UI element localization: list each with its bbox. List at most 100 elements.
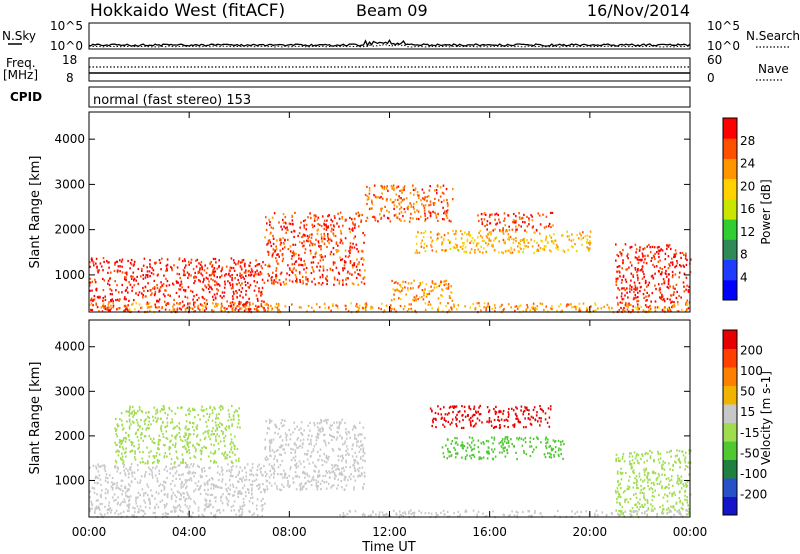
- scatter-cell: [116, 423, 119, 426]
- scatter-cell: [444, 413, 447, 416]
- scatter-cell: [672, 465, 675, 468]
- scatter-cell: [281, 425, 284, 428]
- scatter-cell: [504, 224, 506, 227]
- scatter-cell: [268, 481, 271, 484]
- scatter-cell: [232, 451, 234, 454]
- scatter-cell: [127, 410, 129, 413]
- scatter-cell: [275, 426, 278, 429]
- scatter-cell: [473, 424, 476, 427]
- scatter-cell: [330, 428, 332, 431]
- scatter-cell: [363, 258, 365, 261]
- scatter-cell: [255, 259, 257, 262]
- scatter-cell: [152, 476, 154, 479]
- scatter-cell: [103, 467, 106, 470]
- scatter-cell: [181, 440, 184, 443]
- scatter-cell: [423, 294, 425, 297]
- scatter-cell: [380, 216, 383, 219]
- scatter-cell: [263, 300, 265, 303]
- scatter-cell: [653, 483, 655, 486]
- scatter-cell: [235, 290, 237, 293]
- scatter-cell: [671, 257, 673, 260]
- scatter-cell: [363, 475, 366, 478]
- scatter-cell: [194, 456, 197, 459]
- scatter-cell: [179, 428, 181, 431]
- scatter-cell: [317, 484, 319, 488]
- scatter-cell: [150, 423, 152, 426]
- scatter-cell: [325, 444, 327, 447]
- scatter-cell: [343, 488, 346, 491]
- scatter-cell: [271, 282, 273, 285]
- scatter-cell: [440, 200, 443, 204]
- scatter-cell: [488, 417, 491, 420]
- scatter-cell: [433, 286, 436, 289]
- scatter-cell: [330, 239, 333, 242]
- scatter-cell: [194, 488, 197, 491]
- scatter-cell: [434, 197, 436, 200]
- scatter-cell: [148, 427, 150, 430]
- scatter-cell: [135, 418, 138, 422]
- scatter-cell: [321, 282, 324, 285]
- scatter-cell: [463, 405, 466, 408]
- scatter-cell: [341, 459, 343, 462]
- scatter-cell: [634, 306, 637, 309]
- scatter-cell: [298, 232, 301, 235]
- scatter-cell: [314, 283, 317, 286]
- scatter-cell: [189, 498, 192, 501]
- scatter-cell: [192, 465, 194, 468]
- scatter-cell: [90, 302, 93, 305]
- scatter-cell: [241, 469, 244, 472]
- scatter-cell: [639, 290, 641, 293]
- scatter-cell: [457, 249, 460, 252]
- scatter-cell: [413, 279, 415, 282]
- scatter-cell: [678, 497, 681, 500]
- scatter-cell: [310, 252, 312, 255]
- scatter-cell: [257, 273, 260, 276]
- scatter-cell: [244, 303, 246, 306]
- scatter-cell: [93, 264, 95, 267]
- scatter-cell: [202, 514, 205, 518]
- scatter-cell: [216, 283, 218, 286]
- scatter-cell: [323, 224, 326, 227]
- scatter-cell: [146, 270, 149, 273]
- scatter-cell: [348, 250, 350, 253]
- scatter-cell: [334, 234, 337, 238]
- scatter-cell: [276, 485, 278, 488]
- scatter-cell: [411, 309, 413, 312]
- scatter-cell: [481, 236, 484, 239]
- scatter-cell: [316, 422, 319, 425]
- scatter-cell: [582, 231, 584, 234]
- scatter-cell: [294, 475, 297, 478]
- scatter-cell: [170, 496, 173, 499]
- scatter-cell: [291, 255, 293, 258]
- scatter-cell: [209, 460, 212, 463]
- scatter-cell: [309, 455, 312, 458]
- scatter-cell: [561, 234, 563, 237]
- scatter-cell: [570, 245, 573, 248]
- scatter-cell: [185, 481, 187, 484]
- scatter-cell: [680, 506, 683, 510]
- scatter-cell: [617, 303, 619, 306]
- scatter-cell: [299, 279, 301, 282]
- scatter-cell: [264, 502, 266, 505]
- scatter-cell: [349, 478, 352, 481]
- scatter-cell: [115, 461, 118, 464]
- scatter-cell: [543, 453, 546, 456]
- scatter-cell: [624, 304, 627, 307]
- scatter-cell: [449, 450, 451, 454]
- scatter-cell: [452, 229, 454, 232]
- scatter-cell: [156, 286, 159, 290]
- scatter-cell: [233, 418, 235, 421]
- scatter-cell: [454, 442, 457, 445]
- scatter-cell: [229, 493, 231, 496]
- scatter-cell: [568, 235, 571, 238]
- scatter-cell: [361, 250, 364, 253]
- scatter-cell: [552, 448, 554, 451]
- scatter-cell: [502, 241, 505, 244]
- scatter-cell: [316, 433, 319, 436]
- scatter-cell: [124, 491, 127, 494]
- scatter-cell: [520, 217, 523, 220]
- scatter-cell: [358, 307, 360, 310]
- scatter-cell: [187, 260, 190, 263]
- scatter-cell: [304, 248, 307, 251]
- scatter-cell: [634, 477, 636, 480]
